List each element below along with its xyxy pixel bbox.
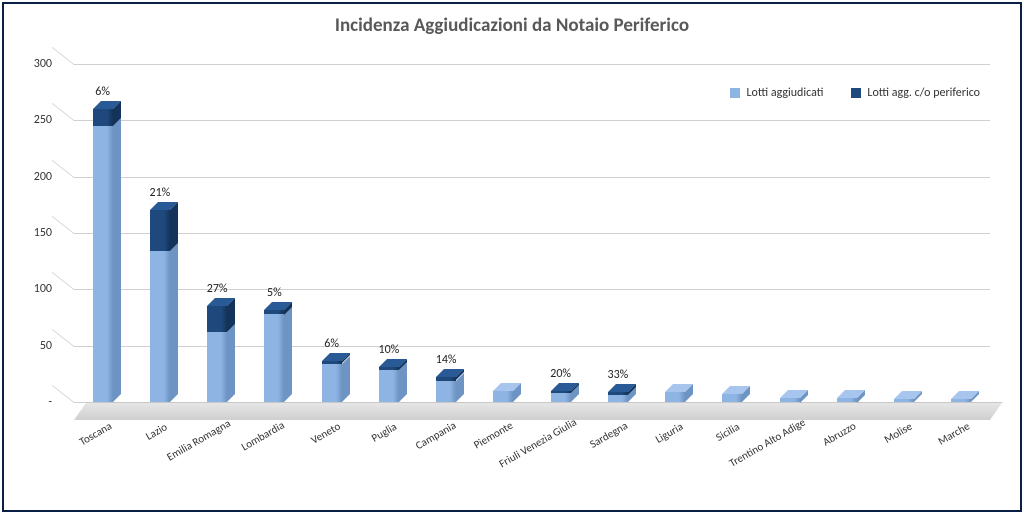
percent-label: 5% (267, 286, 282, 300)
bar-slot (475, 64, 532, 402)
bar: 14% (436, 377, 456, 402)
x-axis-label: Lazio (143, 420, 169, 443)
chart-title: Incidenza Aggiudicazioni da Notaio Perif… (4, 14, 1020, 37)
percent-label: 10% (379, 343, 400, 357)
y-tick-label: 100 (17, 282, 52, 296)
bar: 5% (264, 310, 284, 402)
bar-slot: 33% (589, 64, 646, 402)
x-axis-label: Piemonte (472, 419, 516, 452)
y-tick-label: 250 (17, 113, 52, 127)
y-tick-label: 50 (17, 339, 52, 353)
bar (951, 399, 971, 402)
bar (780, 398, 800, 403)
x-axis-label: Sicilia (714, 420, 742, 444)
bar-slot: 10% (360, 64, 417, 402)
bar-slot (876, 64, 933, 402)
bar-slot: 20% (532, 64, 589, 402)
x-axis-label: Sardegna (587, 419, 629, 451)
bar: 6% (322, 361, 342, 402)
x-axis-label: Puglia (369, 420, 399, 445)
bar-slot: 27% (189, 64, 246, 402)
percent-label: 21% (150, 186, 171, 200)
percent-label: 33% (608, 368, 629, 382)
bar-slot: 6% (74, 64, 131, 402)
x-axis-label: Abruzzo (820, 419, 858, 448)
bar-slot (933, 64, 990, 402)
bar-slot (704, 64, 761, 402)
bars-container: 6% 21% 27% 5% 6% 10% 14% 20% 33% (74, 64, 990, 402)
percent-label: 6% (324, 337, 339, 351)
bar-slot: 14% (418, 64, 475, 402)
x-axis-label: Liguria (653, 420, 685, 446)
chart-frame: Incidenza Aggiudicazioni da Notaio Perif… (2, 2, 1022, 512)
x-axis-label: Lombardia (239, 418, 287, 453)
bar: 27% (207, 306, 227, 402)
percent-label: 14% (436, 353, 457, 367)
bar-slot (818, 64, 875, 402)
bar (837, 398, 857, 403)
bar-slot (647, 64, 704, 402)
percent-label: 20% (550, 367, 571, 381)
x-axis-labels: ToscanaLazioEmilia RomagnaLombardiaVenet… (74, 422, 990, 502)
bar-slot: 6% (303, 64, 360, 402)
x-axis-label: Veneto (308, 420, 342, 447)
bar (894, 399, 914, 402)
y-tick-label: 200 (17, 170, 52, 184)
bar (665, 392, 685, 402)
bar: 21% (150, 210, 170, 402)
bar: 10% (379, 367, 399, 402)
y-tick-label: 300 (17, 57, 52, 71)
percent-label: 27% (207, 282, 228, 296)
bar-slot: 5% (246, 64, 303, 402)
x-axis-label: Molise (882, 420, 915, 446)
plot-area: -50100150200250300 6%21%27%5%6%10%14%20%… (74, 64, 990, 420)
y-tick-label: 150 (17, 226, 52, 240)
bar: 6% (93, 109, 113, 402)
x-axis-label: Toscana (77, 419, 114, 448)
y-tick-label: - (17, 395, 52, 409)
x-axis-label: Marche (936, 419, 972, 447)
bar: 33% (608, 392, 628, 402)
percent-label: 6% (95, 85, 110, 99)
bar: 20% (551, 391, 571, 402)
bar-slot (761, 64, 818, 402)
x-axis-label: Campania (413, 419, 458, 453)
bar (493, 391, 513, 402)
bar-slot: 21% (131, 64, 188, 402)
bar (722, 394, 742, 402)
plot-floor (74, 402, 1003, 420)
